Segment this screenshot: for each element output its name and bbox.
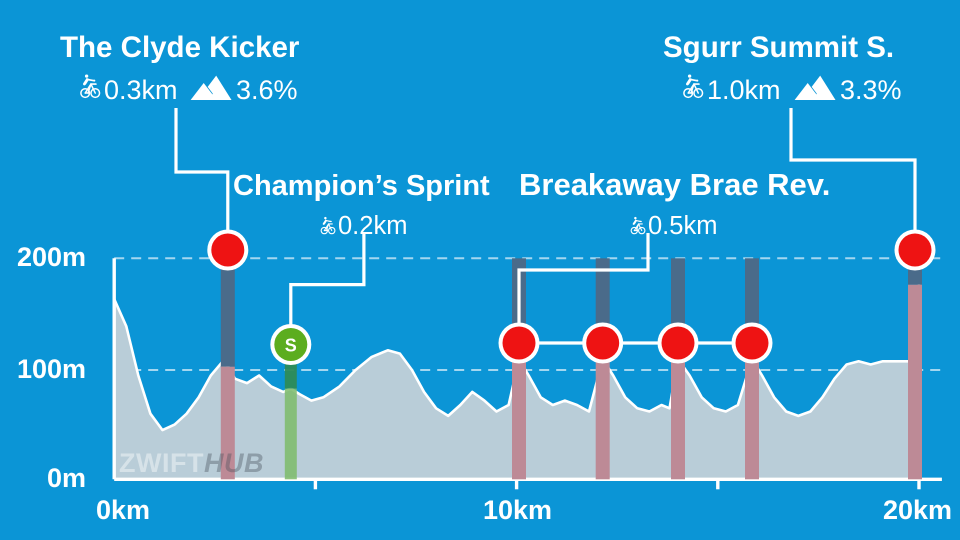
svg-text:The Clyde Kicker: The Clyde Kicker xyxy=(60,31,300,64)
svg-text:3.6%: 3.6% xyxy=(236,75,298,105)
svg-text:S: S xyxy=(285,336,297,356)
svg-text:0.3km: 0.3km xyxy=(104,75,178,105)
svg-text:3.3%: 3.3% xyxy=(840,75,902,105)
svg-text:Breakaway Brae Rev.: Breakaway Brae Rev. xyxy=(519,167,830,202)
svg-text:Sgurr Summit S.: Sgurr Summit S. xyxy=(663,31,894,64)
svg-text:0.5km: 0.5km xyxy=(648,212,717,240)
svg-text:Champion’s Sprint: Champion’s Sprint xyxy=(233,170,490,202)
svg-text:0.2km: 0.2km xyxy=(338,212,407,240)
svg-text:1.0km: 1.0km xyxy=(707,75,781,105)
